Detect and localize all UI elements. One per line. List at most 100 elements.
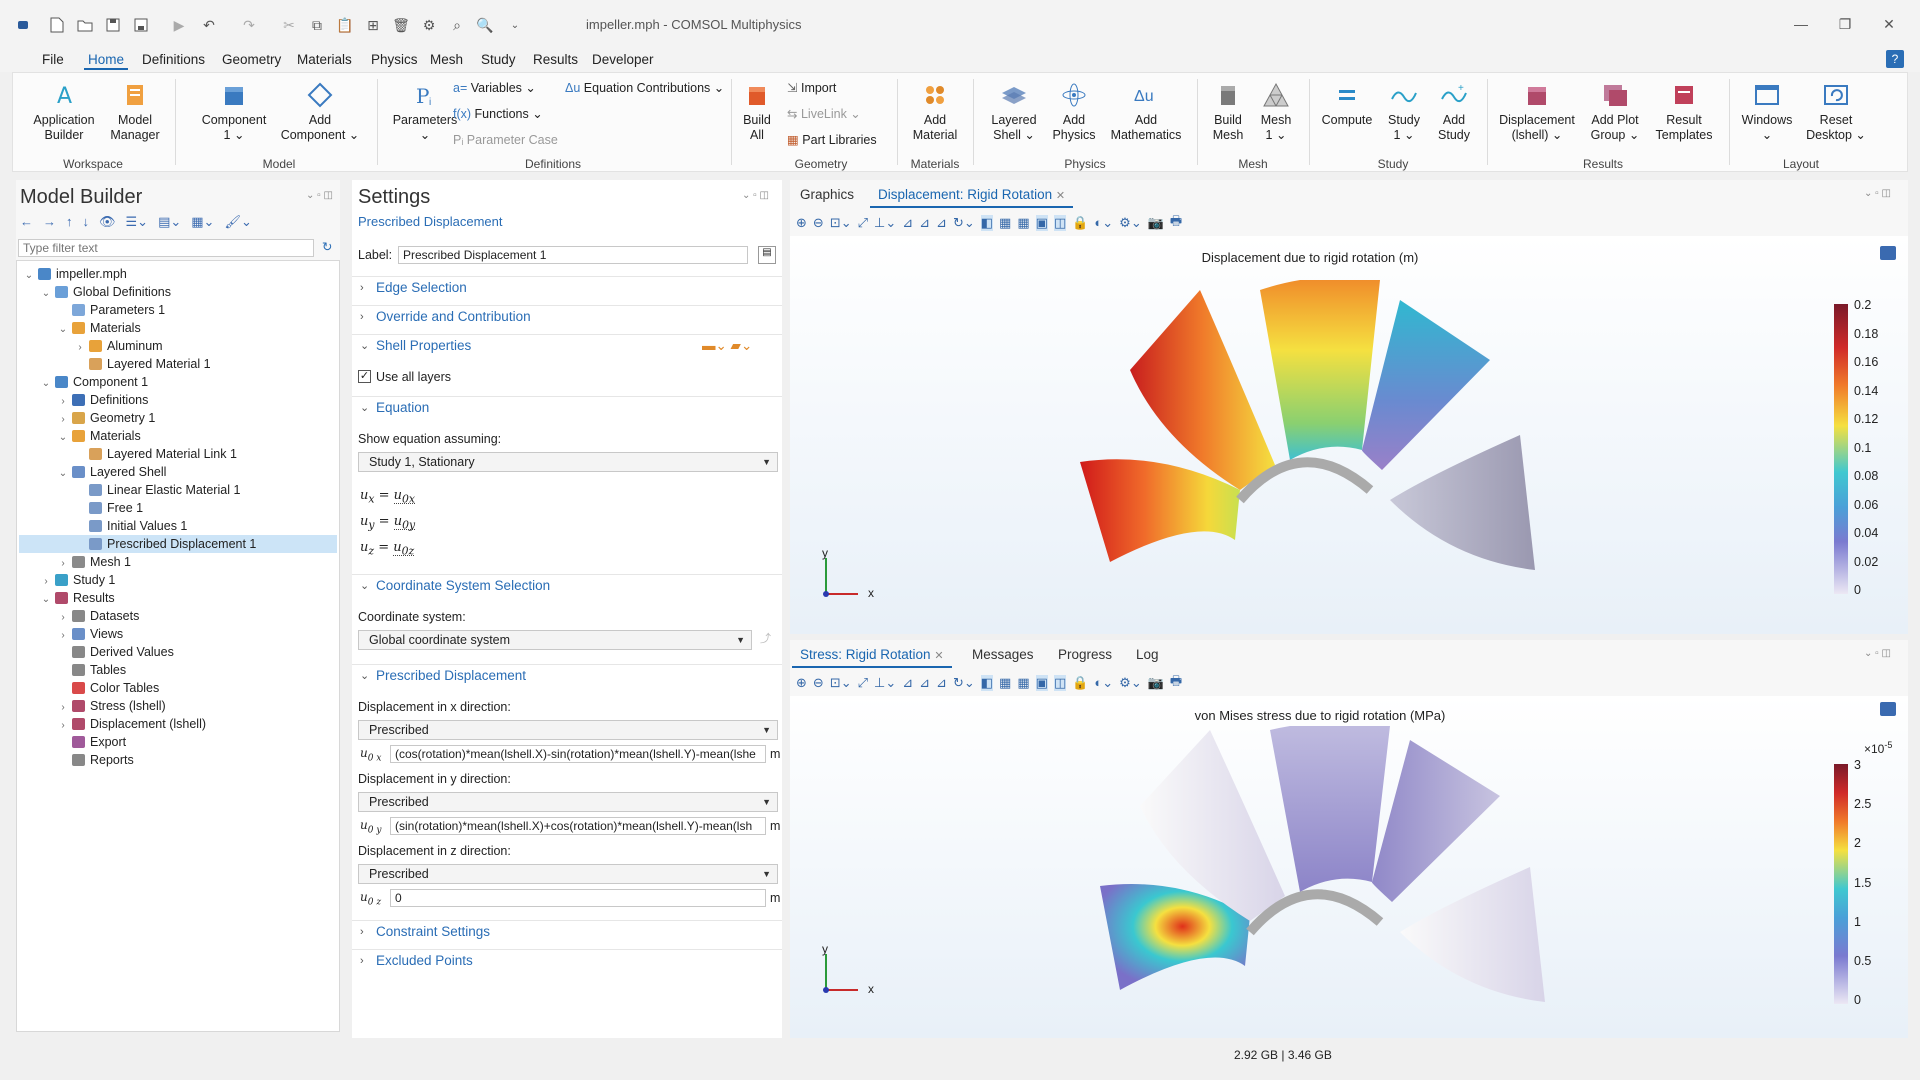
tree-item[interactable]: ⌄ Global Definitions [19,283,337,301]
save-icon[interactable] [102,14,124,36]
zoom-box-icon[interactable]: ⊡⌄ [829,675,852,690]
menu-definitions[interactable]: Definitions [142,52,206,67]
legend-toggle-icon[interactable] [1880,246,1896,260]
tree-item[interactable]: Tables [19,661,337,679]
view-xy-icon[interactable]: ⊿ [902,675,914,690]
back-icon[interactable]: ← [20,214,33,229]
move-down-icon[interactable]: ↓ [82,214,90,229]
functions-button[interactable]: f(x) Functions ⌄ [453,107,543,121]
tree-item[interactable]: › Views [19,625,337,643]
move-up-icon[interactable]: ↑ [66,214,73,229]
tree-item[interactable]: Derived Values [19,643,337,661]
tree-item[interactable]: ⌄ Results [19,589,337,607]
save-as-icon[interactable] [130,14,152,36]
section-edge-selection[interactable]: › Edge Selection [352,276,782,298]
view-yz-icon[interactable]: ⊿ [919,675,931,690]
panel-controls[interactable]: ⌄ ▫ ◫ [1864,648,1891,659]
tree-item[interactable]: Reports [19,751,337,769]
u0z-input[interactable]: 0 [390,889,766,907]
tab-stress-rigid-rotation[interactable]: Stress: Rigid Rotation ✕ [792,642,952,668]
tree-item[interactable]: › Mesh 1 [19,553,337,571]
section-shell-properties[interactable]: ⌄ Shell Properties ▬⌄ ▰⌄ [352,334,782,356]
menu-home[interactable]: Home [84,50,129,70]
help-icon[interactable]: ? [1886,50,1904,68]
collapse-icon[interactable]: ▤⌄ [158,214,182,229]
print-icon[interactable]: 🖶 [1169,673,1183,688]
expander-icon[interactable]: › [61,612,65,623]
tree-item[interactable]: ⌄ impeller.mph [19,265,337,283]
menu-materials[interactable]: Materials [297,52,352,67]
displacement-y-select[interactable]: Prescribed ▼ [358,792,778,812]
expander-icon[interactable]: ⌄ [41,594,51,605]
render-icon[interactable]: ▣ [1035,675,1048,691]
tree-item[interactable]: ⌄ Component 1 [19,373,337,391]
tab-graphics[interactable]: Graphics [800,187,855,202]
view-yz-icon[interactable]: ⊿ [919,215,931,230]
menu-file[interactable]: File [42,52,64,67]
tree-item[interactable]: Initial Values 1 [19,517,337,535]
add-material-button[interactable]: Add Material [907,81,963,143]
add-component-button[interactable]: Add Component ⌄ [275,81,365,143]
minimize-icon[interactable]: — [1794,16,1808,32]
import-button[interactable]: ⇲ Import [787,81,837,95]
zoom-extents-icon[interactable]: ⤢ [857,215,869,230]
menu-geometry[interactable]: Geometry [222,52,282,67]
livelink-button[interactable]: ⇆ LiveLink ⌄ [787,107,861,121]
tree-item[interactable]: ⌄ Layered Shell [19,463,337,481]
rotate-icon[interactable]: ↻⌄ [952,215,975,230]
close-tab-icon[interactable]: ✕ [934,650,944,662]
displacement-plot-button[interactable]: Displacement (lshell) ⌄ [1493,81,1581,143]
add-physics-button[interactable]: Add Physics [1045,81,1103,143]
displacement-z-select[interactable]: Prescribed ▼ [358,864,778,884]
section-coordinate-system[interactable]: ⌄ Coordinate System Selection [352,574,782,596]
settings-gear-icon[interactable]: ⚙⌄ [1119,675,1142,690]
menu-developer[interactable]: Developer [592,52,654,67]
tree-item[interactable]: ⌄ Materials [19,319,337,337]
zoom-box-icon[interactable]: ⊡⌄ [829,215,852,230]
tree-item[interactable]: › Datasets [19,607,337,625]
transparency-icon[interactable]: ◫ [1053,215,1067,231]
equation-contributions-button[interactable]: Δu Equation Contributions ⌄ [565,81,725,95]
menu-mesh[interactable]: Mesh [430,52,464,67]
displacement-x-select[interactable]: Prescribed ▼ [358,720,778,740]
expander-icon[interactable]: ⌄ [41,288,51,299]
compute-button[interactable]: Compute [1315,81,1379,128]
windows-button[interactable]: Windows ⌄ [1737,81,1797,143]
view-zx-icon[interactable]: ⊿ [936,215,947,230]
section-prescribed-displacement[interactable]: ⌄ Prescribed Displacement [352,664,782,686]
parameter-case-button[interactable]: Pᵢ Parameter Case [453,133,558,147]
tree-item[interactable]: › Stress (lshell) [19,697,337,715]
tree-item[interactable]: › Displacement (lshell) [19,715,337,733]
find-icon[interactable]: ⌕ [453,16,461,33]
mesh-button[interactable]: Mesh 1 ⌄ [1253,81,1299,143]
tab-progress[interactable]: Progress [1058,647,1113,662]
redo-icon[interactable]: ↷ [243,16,255,33]
study-button[interactable]: Study 1 ⌄ [1379,81,1429,143]
component-button[interactable]: Component 1 ⌄ [189,81,279,143]
axis-icon[interactable]: ⊥⌄ [874,675,897,690]
menu-physics[interactable]: Physics [371,52,418,67]
application-builder-button[interactable]: A Application Builder [29,81,99,143]
coordinate-system-select[interactable]: Global coordinate system ▼ [358,630,752,650]
axis-icon[interactable]: ⊥⌄ [874,215,897,230]
reset-desktop-button[interactable]: Reset Desktop ⌄ [1801,81,1871,143]
add-plot-group-button[interactable]: Add Plot Group ⌄ [1583,81,1647,143]
refresh-icon[interactable]: ↻ [322,240,333,254]
tab-log[interactable]: Log [1136,647,1159,662]
use-all-layers-checkbox[interactable]: ✓ [358,370,371,383]
tree-item[interactable]: Layered Material Link 1 [19,445,337,463]
tree-item[interactable]: Parameters 1 [19,301,337,319]
delete-icon[interactable]: 🗑 [392,16,410,33]
forward-icon[interactable]: → [43,214,56,229]
build-icon[interactable]: ⚙ [422,16,436,33]
view-xy-icon[interactable]: ⊿ [902,215,914,230]
layered-shell-button[interactable]: Layered Shell ⌄ [981,81,1047,143]
expander-icon[interactable]: › [44,576,48,587]
customize-icon[interactable]: ⌄ [510,19,520,31]
expander-icon[interactable]: › [61,630,65,641]
print-icon[interactable]: 🖶 [1169,213,1183,228]
expander-icon[interactable]: ⌄ [58,432,68,443]
panel-controls[interactable]: ⌄ ▫ ◫ [742,190,769,201]
expander-icon[interactable]: › [61,702,65,713]
menu-results[interactable]: Results [533,52,579,67]
